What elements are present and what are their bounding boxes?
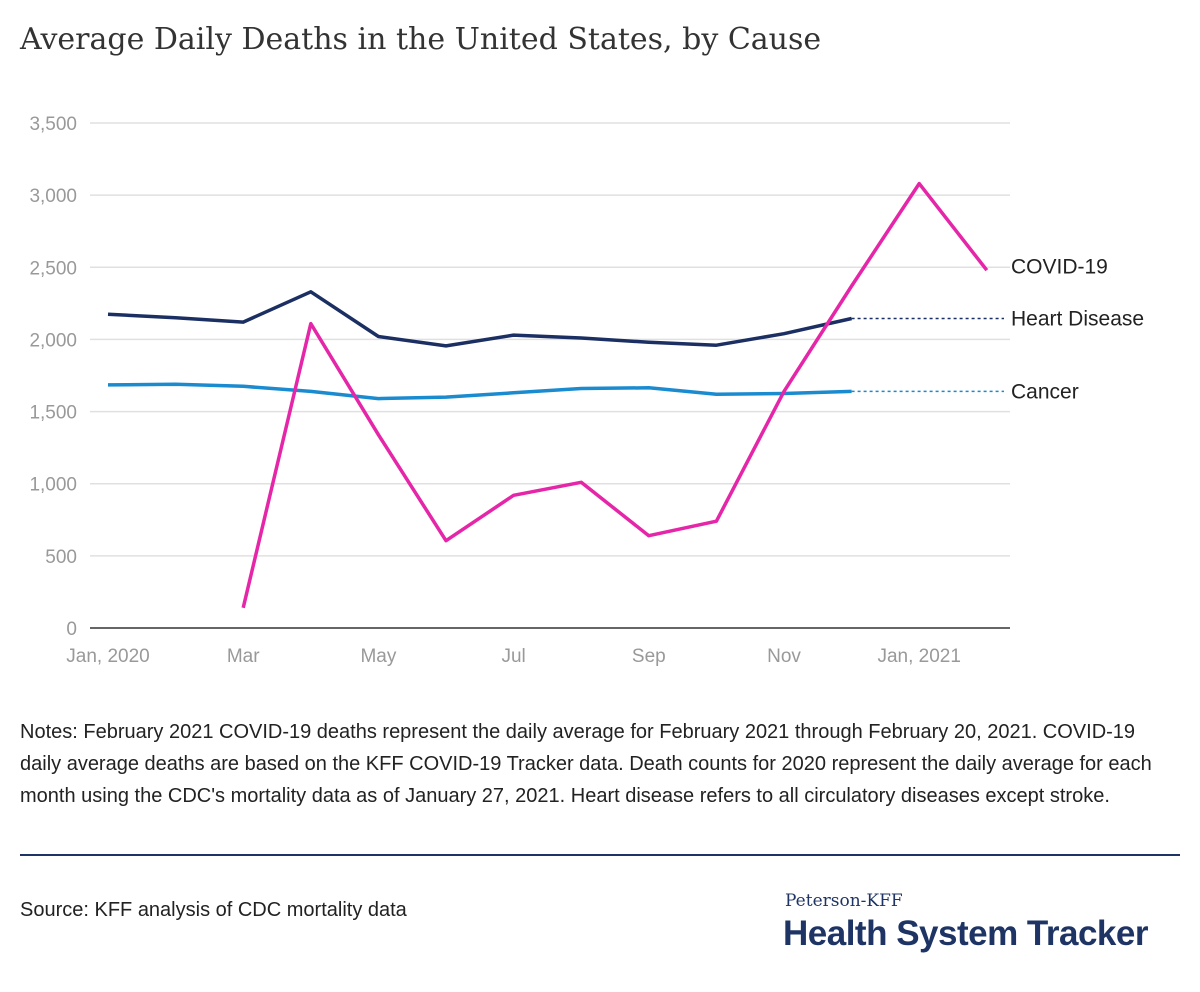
- x-tick-label: May: [360, 646, 396, 667]
- y-tick-label: 2,000: [29, 330, 77, 351]
- covid-19-label: COVID-19: [1011, 256, 1108, 279]
- x-tick-label: Sep: [632, 646, 666, 667]
- brand-subtitle: Peterson-KFF: [785, 891, 903, 911]
- y-axis: 0 500 1,000 1,500 2,000 2,500 3,000 3,500: [29, 114, 77, 640]
- series-labels: Cancer Heart Disease COVID-19: [1011, 256, 1144, 404]
- y-tick-label: 3,000: [29, 186, 77, 207]
- brand-logo-text[interactable]: Health System Tracker: [783, 914, 1148, 953]
- x-tick-label: Mar: [227, 646, 260, 667]
- chart-title: Average Daily Deaths in the United State…: [20, 22, 822, 57]
- chart-notes: Notes: February 2021 COVID-19 deaths rep…: [20, 721, 1152, 807]
- cancer-label: Cancer: [1011, 380, 1079, 403]
- x-tick-label: Jul: [501, 646, 525, 667]
- y-tick-label: 1,500: [29, 403, 77, 424]
- y-tick-label: 1,000: [29, 475, 77, 496]
- cancer-line: [107, 382, 852, 401]
- heart-disease-line: [107, 290, 852, 348]
- y-tick-label: 2,500: [29, 258, 77, 279]
- series-lines: [107, 181, 1004, 609]
- covid-19-line: [241, 181, 989, 609]
- x-axis: Jan, 2020 Mar May Jul Sep Nov Jan, 2021: [66, 646, 961, 667]
- line-chart: 0 500 1,000 1,500 2,000 2,500 3,000 3,500 Jan, …: [29, 114, 1144, 667]
- source-note: Source: KFF analysis of CDC mortality da…: [20, 899, 407, 921]
- y-tick-label: 3,500: [29, 114, 77, 135]
- divider: [20, 854, 1180, 856]
- x-tick-label: Nov: [767, 646, 801, 667]
- heart-disease-label: Heart Disease: [1011, 308, 1144, 331]
- y-tick-label: 0: [66, 619, 77, 640]
- gridlines: [90, 122, 1010, 629]
- x-tick-label: Jan, 2020: [66, 646, 149, 667]
- y-tick-label: 500: [45, 547, 77, 568]
- x-tick-label: Jan, 2021: [877, 646, 960, 667]
